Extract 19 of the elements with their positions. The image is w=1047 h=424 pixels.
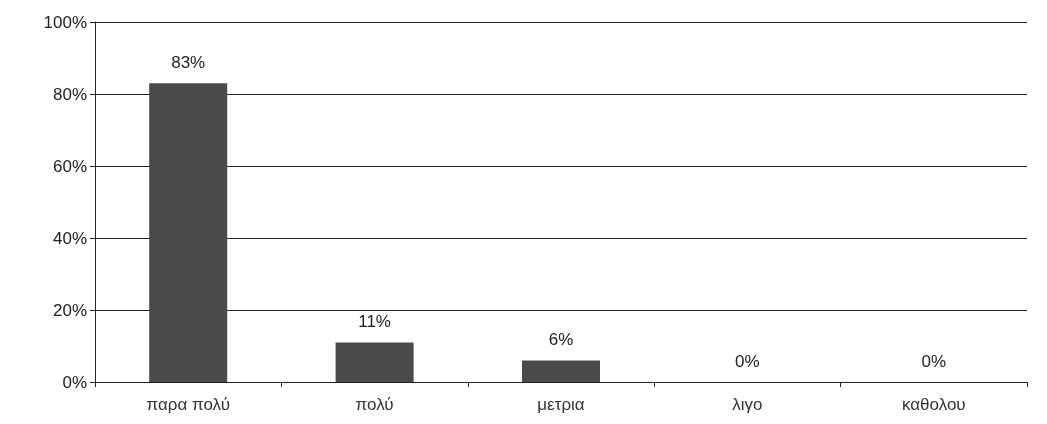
y-tick-label: 100%: [43, 12, 87, 32]
y-tick-label: 60%: [52, 156, 87, 176]
data-label: 0%: [735, 352, 760, 371]
y-tick-label: 20%: [52, 300, 87, 320]
x-tick-label: παρα πολύ: [146, 395, 230, 414]
data-label: 11%: [358, 312, 391, 332]
bar: [149, 83, 228, 382]
y-tick-label: 40%: [52, 228, 87, 248]
x-tick-label: καθολου: [901, 395, 966, 414]
y-tick-label: 0%: [62, 372, 87, 392]
y-tick-label: 80%: [52, 84, 87, 104]
x-tick-label: πολύ: [355, 395, 394, 414]
bar: [522, 360, 600, 382]
data-label: 83%: [171, 53, 206, 73]
data-label: 6%: [548, 330, 574, 350]
x-tick-label: μετρια: [537, 395, 585, 414]
data-label: 0%: [921, 352, 947, 371]
x-tick-label: λιγο: [732, 395, 763, 414]
bar: [335, 342, 414, 382]
